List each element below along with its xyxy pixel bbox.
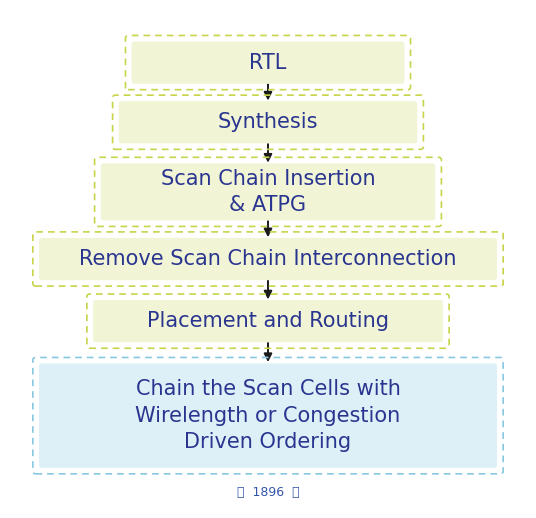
Text: Remove Scan Chain Interconnection: Remove Scan Chain Interconnection xyxy=(79,249,457,269)
FancyBboxPatch shape xyxy=(119,101,417,143)
Text: 🏛  1896  🏛: 🏛 1896 🏛 xyxy=(237,486,299,499)
Text: Synthesis: Synthesis xyxy=(218,112,318,132)
Text: RTL: RTL xyxy=(249,52,287,73)
FancyBboxPatch shape xyxy=(101,163,435,221)
FancyBboxPatch shape xyxy=(39,238,497,280)
Text: Chain the Scan Cells with
Wirelength or Congestion
Driven Ordering: Chain the Scan Cells with Wirelength or … xyxy=(136,379,400,452)
FancyBboxPatch shape xyxy=(39,364,497,468)
Text: Placement and Routing: Placement and Routing xyxy=(147,311,389,331)
Text: Scan Chain Insertion
& ATPG: Scan Chain Insertion & ATPG xyxy=(161,169,375,215)
FancyBboxPatch shape xyxy=(93,300,443,342)
FancyBboxPatch shape xyxy=(132,41,404,84)
